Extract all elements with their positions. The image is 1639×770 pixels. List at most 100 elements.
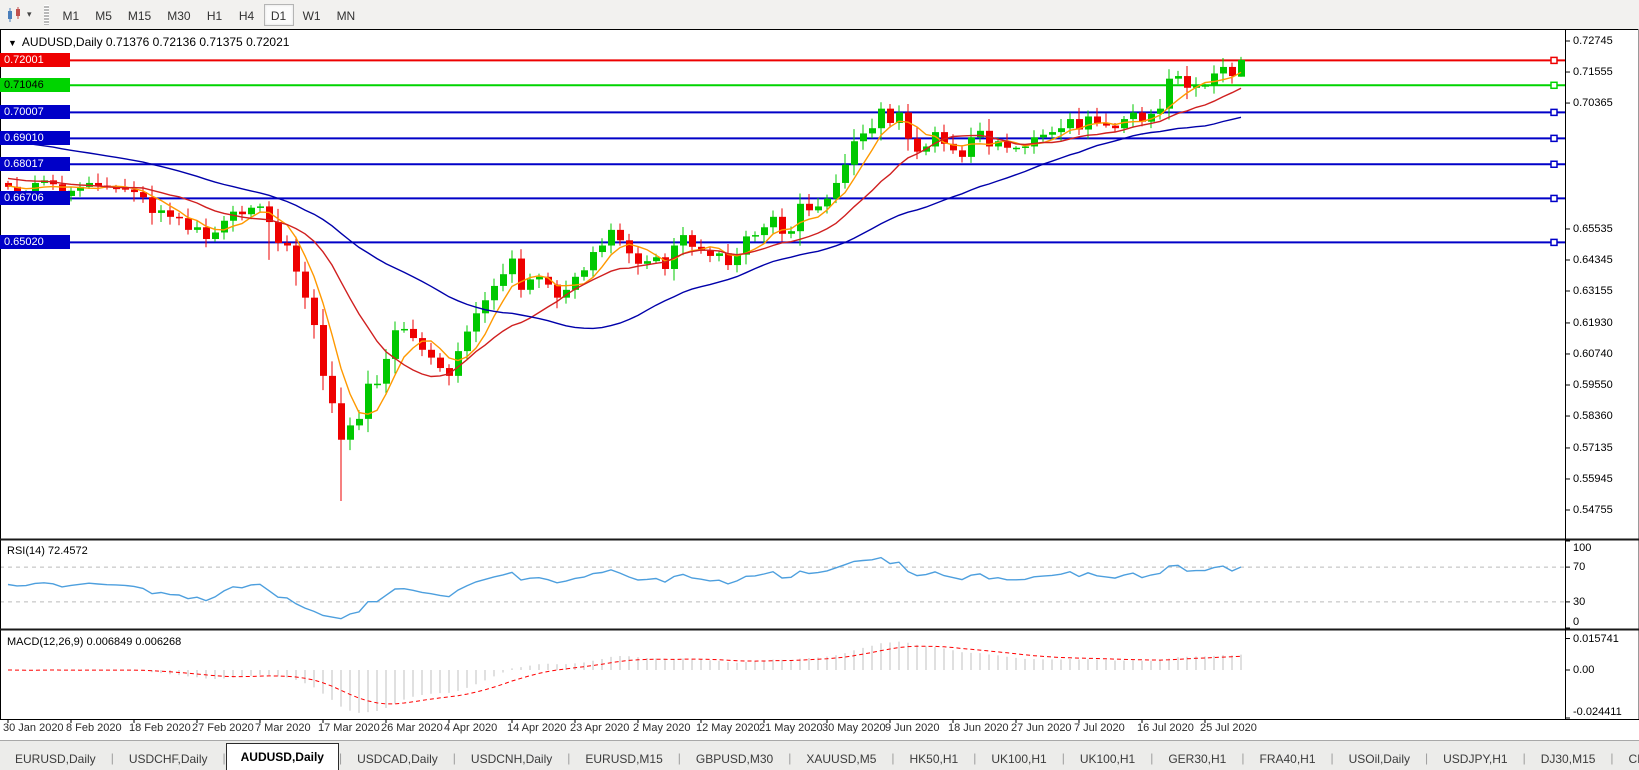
date-axis-tick: 16 Jul 2020 bbox=[1137, 722, 1194, 734]
chart-tab-uk100-h1[interactable]: UK100,H1 bbox=[1079, 752, 1136, 766]
chart-tab-ger30-h1[interactable]: GER30,H1 bbox=[1168, 752, 1227, 766]
chart-tab-hk50-h1[interactable]: HK50,H1 bbox=[909, 752, 959, 766]
hline-price-badge[interactable]: 0.70007 bbox=[0, 105, 70, 119]
macd-axis-tick: 0.00 bbox=[1573, 664, 1595, 676]
macd-pane-label: MACD(12,26,9) 0.006849 0.006268 bbox=[7, 636, 182, 648]
date-axis-tick: 23 Apr 2020 bbox=[570, 722, 630, 734]
date-axis-tick: 7 Mar 2020 bbox=[255, 722, 311, 734]
date-axis-tick: 26 Mar 2020 bbox=[381, 722, 443, 734]
tab-separator: | bbox=[1610, 751, 1614, 765]
tab-separator: | bbox=[1061, 751, 1065, 765]
date-axis-tick: 4 Apr 2020 bbox=[444, 722, 498, 734]
timeframe-button-group: M1 M5 M15 M30 H1 H4 D1 W1 MN bbox=[55, 3, 364, 26]
date-axis-tick: 8 Feb 2020 bbox=[66, 722, 122, 734]
timeframe-button-m1[interactable]: M1 bbox=[56, 4, 87, 26]
chart-tab-usdcnh-daily[interactable]: USDCNH,Daily bbox=[470, 752, 553, 766]
timeframe-button-h1[interactable]: H1 bbox=[200, 4, 230, 26]
tab-separator: | bbox=[1150, 751, 1154, 765]
date-axis-tick: 21 May 2020 bbox=[759, 722, 823, 734]
collapse-caret-icon[interactable]: ▼ bbox=[8, 38, 17, 48]
price-axis-tick: 0.65535 bbox=[1573, 223, 1613, 235]
date-axis-tick: 18 Jun 2020 bbox=[948, 722, 1009, 734]
rsi-axis-tick: 70 bbox=[1573, 561, 1586, 573]
chart-tab-gbpusd-m30[interactable]: GBPUSD,M30 bbox=[695, 752, 774, 766]
tab-separator: | bbox=[788, 751, 792, 765]
date-axis-tick: 27 Jun 2020 bbox=[1011, 722, 1072, 734]
tab-separator: | bbox=[1241, 751, 1245, 765]
date-axis-tick: 30 Jan 2020 bbox=[3, 722, 64, 734]
timeframe-button-d1[interactable]: D1 bbox=[263, 3, 294, 26]
price-axis-tick: 0.64345 bbox=[1573, 254, 1613, 266]
price-axis-tick: 0.71555 bbox=[1573, 66, 1613, 78]
chart-tab-xauusd-m5[interactable]: XAUUSD,M5 bbox=[806, 752, 877, 766]
chart-tab-eurusd-m15[interactable]: EURUSD,M15 bbox=[585, 752, 663, 766]
price-axis-tick: 0.63155 bbox=[1573, 285, 1613, 297]
tab-separator: | bbox=[1424, 751, 1429, 765]
tab-separator: | bbox=[452, 751, 456, 765]
timeframe-button-m5[interactable]: M5 bbox=[88, 4, 119, 26]
tab-separator: | bbox=[1330, 751, 1334, 765]
tab-separator: | bbox=[338, 751, 343, 765]
date-axis-tick: 7 Jul 2020 bbox=[1074, 722, 1125, 734]
rsi-axis-tick: 100 bbox=[1573, 542, 1592, 554]
chart-tab-china300-h4[interactable]: CHINA300,H4 bbox=[1628, 752, 1639, 766]
indicators-dropdown[interactable]: ▾ bbox=[0, 0, 38, 29]
rsi-axis-tick: 0 bbox=[1573, 616, 1580, 628]
price-axis-tick: 0.70365 bbox=[1573, 97, 1613, 109]
chart-tab-fra40-h1[interactable]: FRA40,H1 bbox=[1259, 752, 1316, 766]
chart-tab-usdcad-daily[interactable]: USDCAD,Daily bbox=[357, 752, 438, 766]
timeframe-button-h4[interactable]: H4 bbox=[232, 4, 262, 26]
price-axis-tick: 0.57135 bbox=[1573, 442, 1613, 454]
tab-separator: | bbox=[973, 751, 977, 765]
date-axis-tick: 14 Apr 2020 bbox=[507, 722, 567, 734]
tab-separator: | bbox=[110, 751, 114, 765]
macd-axis-tick: -0.024411 bbox=[1573, 706, 1622, 718]
chart-tabs: EURUSD,Daily | USDCHF,Daily | AUDUSD,Daily | U… bbox=[0, 743, 1639, 770]
hline-price-badge[interactable]: 0.68017 bbox=[0, 157, 70, 171]
chart-tab-usdchf-daily[interactable]: USDCHF,Daily bbox=[128, 752, 208, 766]
hline-price-badge[interactable]: 0.65020 bbox=[0, 235, 70, 249]
date-axis-tick: 2 May 2020 bbox=[633, 722, 691, 734]
timeframe-button-w1[interactable]: W1 bbox=[296, 4, 328, 26]
price-axis-tick: 0.59550 bbox=[1573, 379, 1613, 391]
price-axis-tick: 0.60740 bbox=[1573, 348, 1613, 360]
chart-tab-usoil-daily[interactable]: USOil,Daily bbox=[1348, 752, 1410, 766]
date-axis-tick: 9 Jun 2020 bbox=[885, 722, 940, 734]
hline-price-badge[interactable]: 0.72001 bbox=[0, 53, 70, 67]
tab-separator: | bbox=[567, 751, 571, 765]
chart-tab-audusd-daily[interactable]: AUDUSD,Daily bbox=[225, 743, 339, 770]
candlestick-chart-icon bbox=[8, 6, 20, 22]
toolbar: ▾ M1 M5 M15 M30 H1 H4 D1 W1 MN bbox=[0, 0, 1639, 30]
date-axis-tick: 27 Feb 2020 bbox=[192, 722, 254, 734]
tab-separator: | bbox=[222, 751, 226, 765]
date-axis-tick: 25 Jul 2020 bbox=[1200, 722, 1257, 734]
timeframe-button-mn[interactable]: MN bbox=[330, 4, 363, 26]
chart-tab-eurusd-daily[interactable]: EURUSD,Daily bbox=[15, 752, 96, 766]
chart-tab-dj30-m15[interactable]: DJ30,M15 bbox=[1540, 752, 1596, 766]
rsi-pane-label: RSI(14) 72.4572 bbox=[7, 545, 88, 557]
hline-price-badge[interactable]: 0.66706 bbox=[0, 191, 70, 205]
tab-separator: | bbox=[1522, 751, 1526, 765]
chart-tab-uk100-h1[interactable]: UK100,H1 bbox=[991, 752, 1047, 766]
chevron-down-icon: ▾ bbox=[27, 9, 32, 19]
price-axis-tick: 0.55945 bbox=[1573, 473, 1613, 485]
chart-tab-usdjpy-h1[interactable]: USDJPY,H1 bbox=[1443, 752, 1508, 766]
rsi-axis-tick: 30 bbox=[1573, 596, 1586, 608]
price-axis-tick: 0.72745 bbox=[1573, 35, 1613, 47]
date-axis-tick: 12 May 2020 bbox=[696, 722, 760, 734]
date-axis-tick: 18 Feb 2020 bbox=[129, 722, 191, 734]
price-axis-tick: 0.58360 bbox=[1573, 410, 1613, 422]
date-axis-tick: 17 Mar 2020 bbox=[318, 722, 380, 734]
tab-separator: | bbox=[677, 751, 681, 765]
tab-separator: | bbox=[891, 751, 895, 765]
hline-price-badge[interactable]: 0.71046 bbox=[0, 78, 70, 92]
timeframe-button-m30[interactable]: M30 bbox=[160, 4, 197, 26]
toolbar-grip[interactable] bbox=[43, 4, 49, 25]
price-axis-tick: 0.61930 bbox=[1573, 317, 1613, 329]
hline-price-badge[interactable]: 0.69010 bbox=[0, 131, 70, 145]
timeframe-button-m15[interactable]: M15 bbox=[121, 4, 158, 26]
symbol-ohlc-text: AUDUSD,Daily 0.71376 0.72136 0.71375 0.7… bbox=[21, 35, 290, 49]
chart-tab-bar: EURUSD,Daily | USDCHF,Daily | AUDUSD,Daily | U… bbox=[0, 740, 1639, 770]
